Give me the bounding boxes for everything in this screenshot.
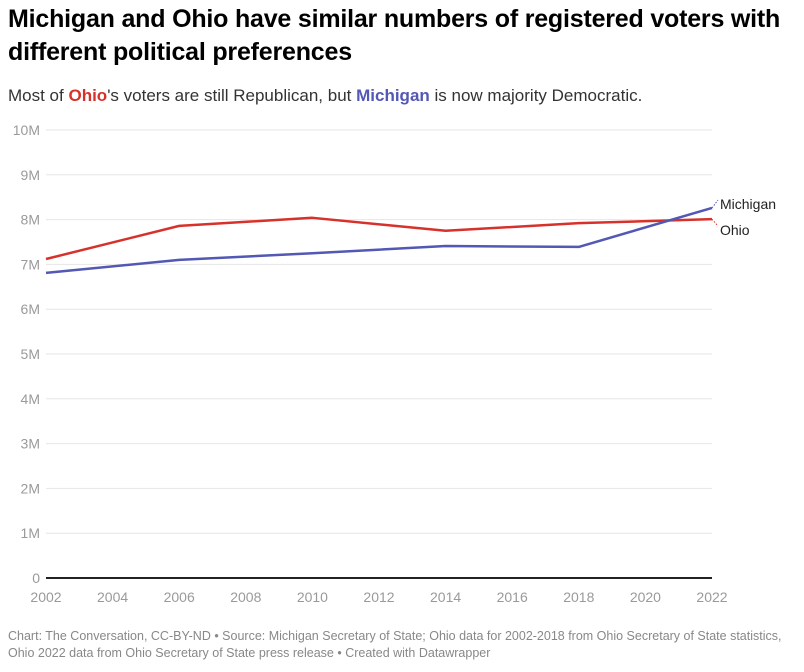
y-tick-label: 1M [21, 525, 40, 541]
label-connector [711, 199, 719, 209]
y-tick-label: 10M [13, 122, 40, 138]
x-tick-label: 2008 [230, 589, 261, 605]
chart-subtitle: Most of Ohio's voters are still Republic… [8, 85, 642, 107]
x-axis-ticks: 2002 2004 2006 2008 2010 2012 2014 2016 2018 2020… [30, 589, 727, 605]
x-tick-label: 2014 [430, 589, 461, 605]
x-tick-label: 2012 [363, 589, 394, 605]
series-lines [45, 206, 713, 275]
y-tick-label: 9M [21, 167, 40, 183]
series-line-ohio [45, 216, 713, 261]
y-tick-label: 6M [21, 301, 40, 317]
x-tick-label: 2022 [696, 589, 727, 605]
subtitle-ohio-highlight: Ohio [68, 86, 108, 105]
subtitle-text-2: 's voters are still Republican, but [107, 86, 357, 105]
y-axis-ticks: 0 1M 2M 3M 4M 5M 6M 7M 8M 9M 10M [13, 122, 40, 586]
y-tick-label: 2M [21, 480, 40, 496]
series-labels: Ohio Michigan [711, 196, 776, 238]
y-tick-label: 3M [21, 436, 40, 452]
subtitle-michigan-highlight: Michigan [356, 86, 430, 105]
x-tick-label: 2018 [563, 589, 594, 605]
series-line-michigan [45, 206, 713, 275]
x-tick-label: 2020 [630, 589, 661, 605]
chart-title: Michigan and Ohio have similar numbers o… [8, 5, 781, 66]
y-tick-label: 8M [21, 212, 40, 228]
gridlines [46, 129, 712, 579]
y-tick-label: 0 [32, 570, 40, 586]
y-tick-label: 5M [21, 346, 40, 362]
series-label-ohio: Ohio [720, 222, 750, 238]
x-tick-label: 2002 [30, 589, 61, 605]
label-connector [711, 218, 719, 227]
x-tick-label: 2010 [297, 589, 328, 605]
y-tick-label: 4M [21, 391, 40, 407]
x-tick-label: 2006 [164, 589, 195, 605]
y-tick-label: 7M [21, 256, 40, 272]
chart-footer: Chart: The Conversation, CC-BY-ND • Sour… [8, 629, 782, 660]
subtitle-text-1: Most of [8, 86, 69, 105]
subtitle-text-3: is now majority Democratic. [429, 86, 643, 105]
x-tick-label: 2004 [97, 589, 128, 605]
series-label-michigan: Michigan [720, 196, 776, 212]
x-tick-label: 2016 [497, 589, 528, 605]
